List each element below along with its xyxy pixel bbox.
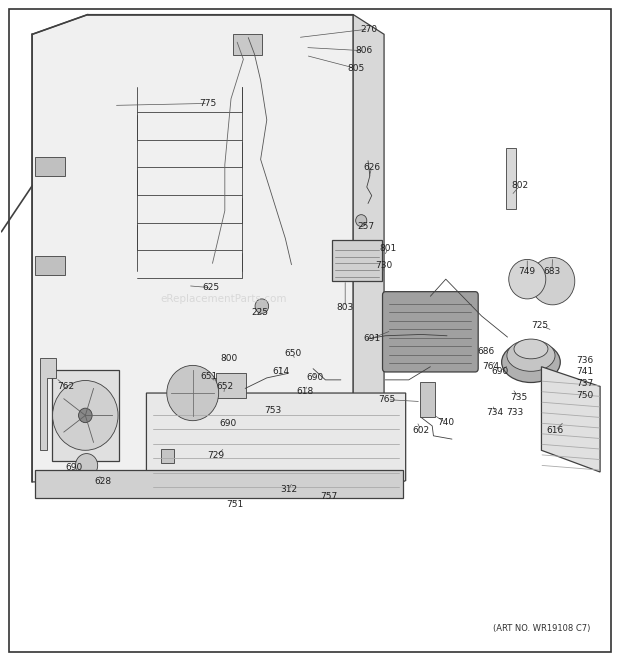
Bar	[216, 373, 246, 398]
Text: 626: 626	[363, 163, 380, 172]
Circle shape	[167, 366, 219, 420]
Text: 736: 736	[576, 356, 593, 365]
Text: 690: 690	[492, 367, 509, 376]
Text: 750: 750	[576, 391, 593, 399]
Text: (ART NO. WR19108 C7): (ART NO. WR19108 C7)	[493, 623, 590, 633]
Text: 690: 690	[65, 463, 82, 472]
Text: 270: 270	[360, 24, 377, 34]
Text: 749: 749	[519, 267, 536, 276]
Text: 765: 765	[379, 395, 396, 404]
Bar	[35, 256, 65, 274]
Text: 686: 686	[477, 347, 495, 356]
Text: 652: 652	[216, 382, 233, 391]
Bar	[420, 382, 435, 417]
Text: 690: 690	[219, 420, 237, 428]
Circle shape	[53, 381, 118, 450]
Text: 312: 312	[280, 485, 297, 494]
Text: 651: 651	[201, 372, 218, 381]
Polygon shape	[32, 15, 353, 482]
Text: 691: 691	[363, 334, 380, 343]
Polygon shape	[146, 393, 405, 494]
Text: 730: 730	[376, 262, 392, 270]
Text: 764: 764	[482, 362, 499, 371]
Text: 725: 725	[532, 321, 549, 330]
Text: 733: 733	[507, 408, 523, 417]
Text: 729: 729	[208, 451, 224, 460]
Bar	[233, 34, 262, 56]
Text: 741: 741	[576, 367, 593, 376]
Bar	[52, 370, 118, 461]
Polygon shape	[353, 15, 384, 475]
Text: 757: 757	[320, 492, 337, 501]
Text: 740: 740	[437, 418, 454, 427]
Circle shape	[530, 257, 575, 305]
Text: 802: 802	[512, 181, 528, 190]
Text: 751: 751	[226, 500, 243, 510]
Text: 616: 616	[546, 426, 564, 435]
Polygon shape	[40, 358, 56, 450]
Text: 805: 805	[348, 64, 365, 73]
Text: 618: 618	[296, 387, 314, 395]
Text: 628: 628	[95, 477, 112, 486]
FancyBboxPatch shape	[383, 292, 478, 372]
Text: 803: 803	[337, 303, 354, 312]
Text: 690: 690	[306, 373, 324, 383]
Bar	[332, 241, 382, 281]
Text: 625: 625	[203, 283, 220, 292]
Text: 753: 753	[264, 407, 281, 415]
Text: 683: 683	[543, 267, 560, 276]
Polygon shape	[541, 367, 600, 472]
Circle shape	[76, 453, 98, 477]
Bar	[161, 449, 174, 463]
Text: eReplacementParts.com: eReplacementParts.com	[161, 294, 287, 304]
Bar	[506, 148, 516, 209]
Circle shape	[509, 259, 546, 299]
Bar	[35, 157, 65, 176]
Circle shape	[356, 215, 367, 227]
Circle shape	[255, 299, 268, 313]
Text: 734: 734	[487, 408, 503, 417]
Ellipse shape	[514, 339, 548, 359]
Ellipse shape	[502, 342, 560, 383]
Text: 225: 225	[251, 307, 268, 317]
Text: 602: 602	[412, 426, 430, 435]
Text: 762: 762	[58, 382, 75, 391]
Text: 737: 737	[576, 379, 593, 387]
Text: 806: 806	[356, 46, 373, 56]
Polygon shape	[35, 470, 402, 498]
Text: 257: 257	[357, 222, 374, 231]
Text: 650: 650	[284, 349, 301, 358]
Text: 775: 775	[200, 99, 217, 108]
Circle shape	[79, 408, 92, 422]
Ellipse shape	[507, 340, 555, 371]
Text: 800: 800	[220, 354, 237, 363]
Text: 614: 614	[272, 367, 290, 376]
Text: 801: 801	[380, 244, 397, 253]
Text: 735: 735	[510, 393, 527, 402]
